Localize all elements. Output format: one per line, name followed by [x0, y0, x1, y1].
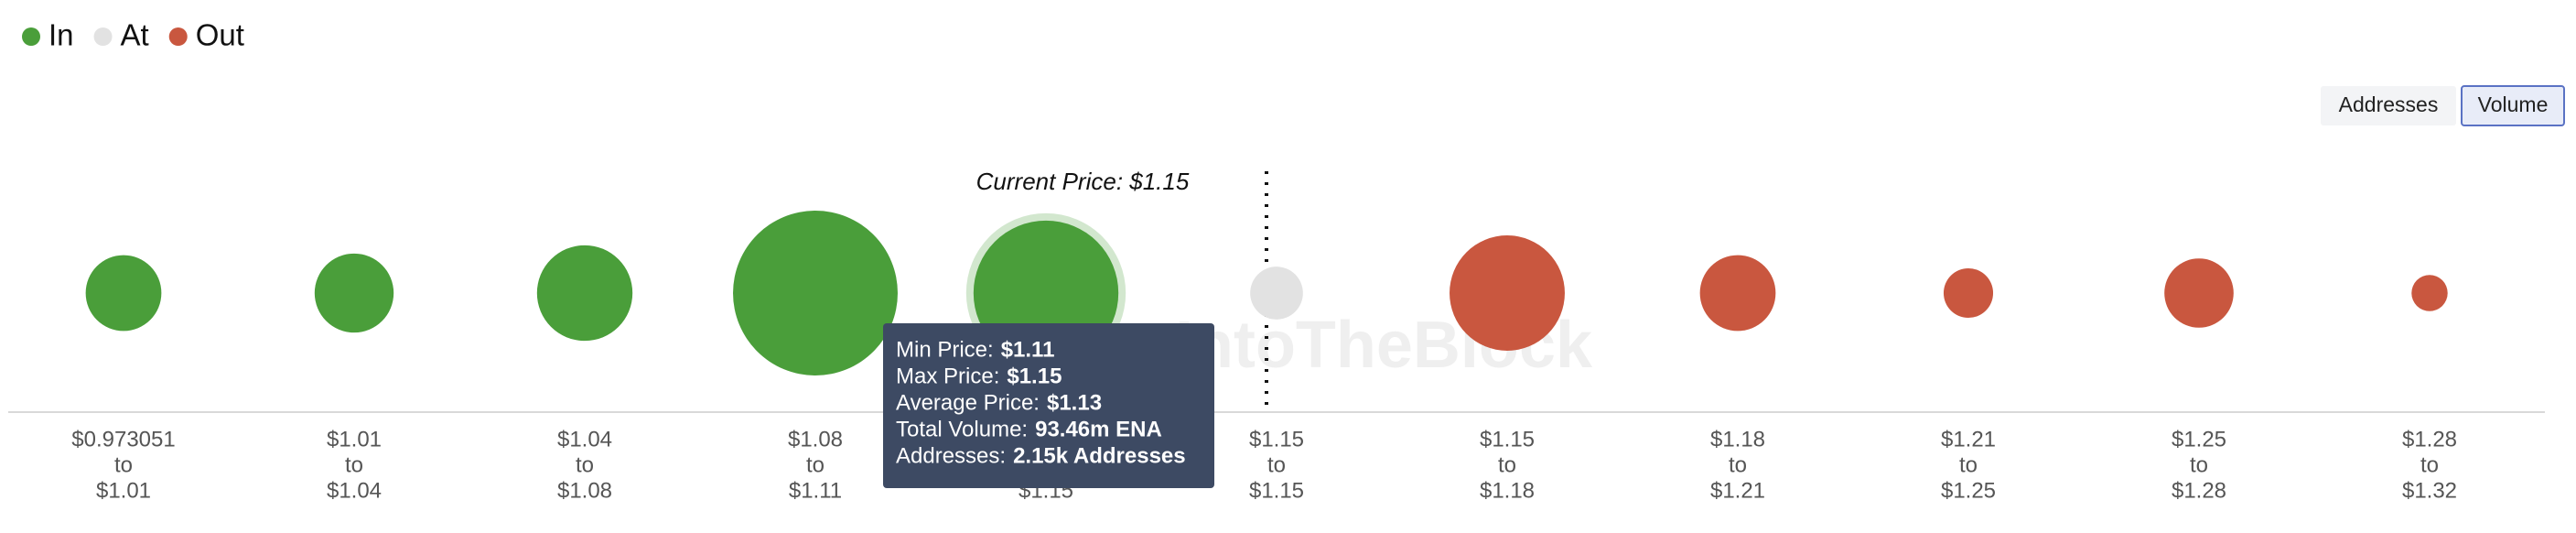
bubble: [733, 211, 898, 375]
x-tick-label: $1.01: [96, 478, 151, 503]
legend-swatch: [93, 27, 113, 46]
x-tick-label: $1.25: [2172, 427, 2226, 451]
button-label[interactable]: Addresses: [2339, 92, 2439, 116]
x-tick-label: $1.28: [2402, 427, 2457, 451]
tooltip-value: $1.11: [1001, 337, 1055, 362]
x-tick-label: $1.32: [2402, 478, 2457, 503]
legend: In At Out: [22, 18, 244, 52]
legend-swatch: [168, 27, 188, 46]
x-tick-label: to: [806, 452, 825, 477]
x-tick-label: $1.25: [1941, 478, 1996, 503]
legend-label: In: [49, 18, 74, 52]
legend-label: At: [121, 18, 149, 52]
x-tick-label: to: [345, 452, 363, 477]
x-tick-label: to: [2420, 452, 2439, 477]
x-tick-label: to: [1729, 452, 1747, 477]
x-tick-label: to: [576, 452, 594, 477]
x-tick-label: $1.18: [1710, 427, 1765, 451]
x-tick-label: $1.21: [1710, 478, 1765, 503]
bubble: [314, 253, 394, 333]
x-tick-label: $1.08: [557, 478, 612, 503]
x-tick-label: $0.973051: [71, 427, 175, 451]
bubble: [1450, 235, 1565, 351]
x-tick-label: $1.11: [789, 478, 842, 503]
tooltip-value: $1.15: [1007, 364, 1062, 388]
button-volume[interactable]: [2461, 85, 2565, 126]
bubble: [2164, 258, 2234, 328]
x-tick-label: $1.18: [1480, 478, 1535, 503]
legend-label: Out: [196, 18, 244, 52]
tooltip-box: [883, 323, 1214, 488]
tooltip-label: Max Price:: [896, 364, 999, 388]
button-addresses[interactable]: [2321, 86, 2456, 125]
tooltip-label: Total Volume:: [896, 417, 1028, 441]
bubble: [1943, 267, 1994, 319]
x-tick-label: $1.15: [1480, 427, 1535, 451]
bubble: [536, 245, 633, 342]
x-tick-label: to: [114, 452, 133, 477]
x-labels: $0.973051to$1.01$1.01to$1.04$1.04to$1.08…: [71, 427, 2457, 503]
tooltip-label: Addresses:: [896, 443, 1006, 468]
tooltip-value: 93.46m ENA: [1035, 417, 1162, 441]
x-tick-label: $1.08: [788, 427, 843, 451]
tooltip-value: $1.13: [1047, 390, 1102, 415]
x-tick-label: to: [2190, 452, 2208, 477]
tooltip-value: 2.15k Addresses: [1013, 443, 1186, 468]
x-tick-label: $1.15: [1249, 478, 1304, 503]
x-tick-label: $1.15: [1249, 427, 1304, 451]
x-tick-label: $1.28: [2172, 478, 2226, 503]
x-tick-label: to: [1267, 452, 1286, 477]
legend-swatch: [22, 27, 40, 46]
bubble: [2411, 275, 2448, 311]
bubble: [1699, 255, 1776, 332]
x-tick-label: $1.04: [557, 427, 612, 451]
x-tick-label: to: [1498, 452, 1516, 477]
button-label[interactable]: Volume: [2478, 92, 2549, 116]
bubble: [85, 255, 162, 332]
tooltip-label: Average Price:: [896, 390, 1040, 415]
x-tick-label: $1.21: [1941, 427, 1996, 451]
x-tick-label: $1.01: [327, 427, 382, 451]
current-price-label: Current Price: $1.15: [976, 168, 1190, 195]
x-tick-label: $1.04: [327, 478, 382, 503]
x-tick-label: to: [1959, 452, 1978, 477]
tooltip-label: Min Price:: [896, 337, 994, 362]
bubble: [1250, 266, 1303, 320]
